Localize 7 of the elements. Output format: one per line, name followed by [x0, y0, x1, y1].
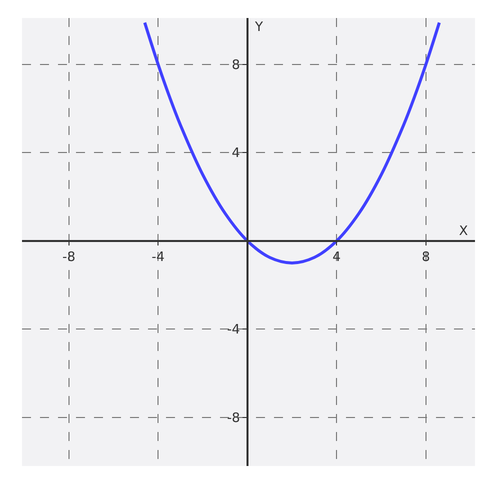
y-axis-title: Y [254, 20, 263, 35]
y-tick-label: -4 [227, 322, 240, 338]
x-axis-title: X [459, 224, 468, 239]
y-tick-label: 8 [232, 58, 240, 73]
y-tick-label: 4 [232, 146, 240, 162]
y-tick-label: -8 [227, 411, 240, 426]
line-series [143, 21, 441, 264]
